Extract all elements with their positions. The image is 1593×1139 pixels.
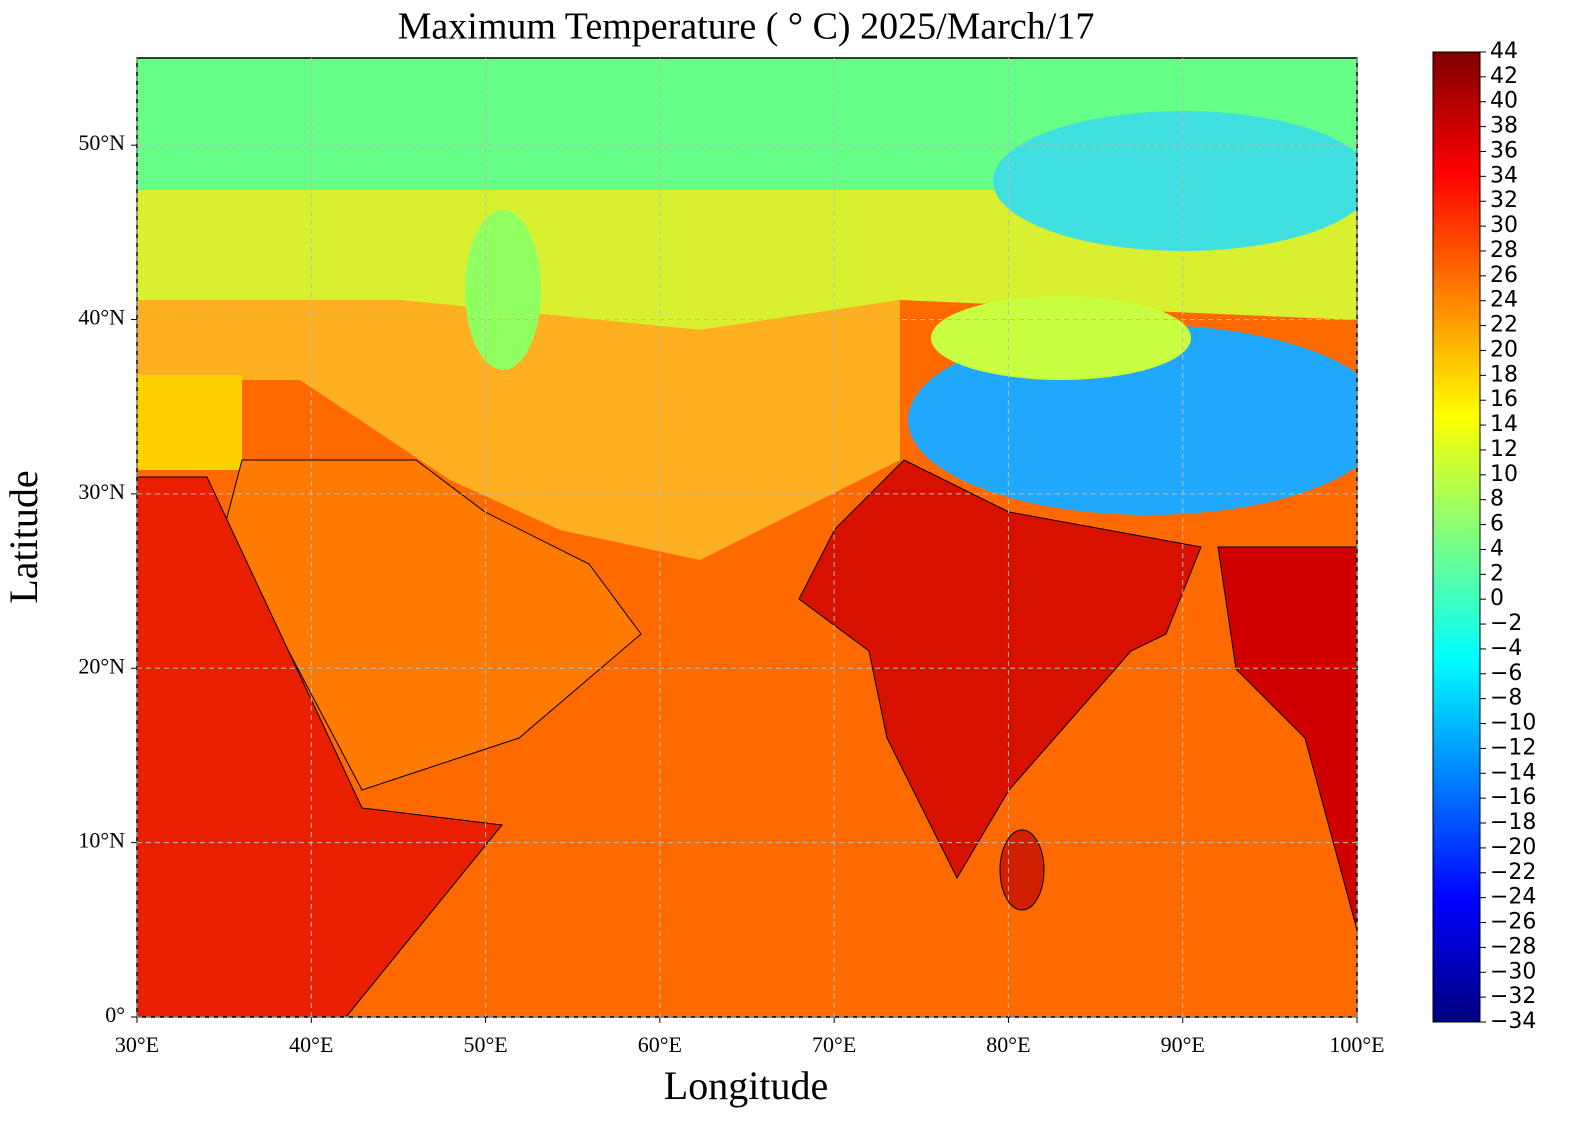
- colorbar-tick-label: 18: [1490, 362, 1518, 387]
- colorbar-tick-label: −24: [1490, 885, 1536, 910]
- colorbar-tick-label: 32: [1490, 188, 1518, 213]
- map: [137, 58, 1357, 1017]
- colorbar-tick-label: 28: [1490, 238, 1518, 263]
- colorbar-tick-label: −30: [1490, 959, 1536, 984]
- africa: [137, 476, 503, 1017]
- colorbar-tick-label: −18: [1490, 810, 1536, 835]
- y-tick-label: 40°N: [78, 305, 125, 330]
- colorbar-tick-label: 20: [1490, 337, 1518, 362]
- colorbar-tick-label: −8: [1490, 686, 1522, 711]
- sri-lanka: [999, 829, 1045, 911]
- colorbar-tick-label: −32: [1490, 984, 1536, 1009]
- colorbar-tick-label: −14: [1490, 760, 1536, 785]
- colorbar-tick-label: 10: [1490, 462, 1518, 487]
- x-tick-label: 40°E: [289, 1032, 333, 1057]
- colorbar-tick-label: −10: [1490, 711, 1536, 736]
- colorbar-tick-label: 4: [1490, 536, 1504, 561]
- colorbar-tick-label: 14: [1490, 412, 1518, 437]
- colorbar-tick-label: 42: [1490, 64, 1518, 89]
- colorbar-tick-label: 24: [1490, 288, 1518, 313]
- india: [798, 459, 1202, 880]
- y-tick-label: 10°N: [78, 828, 125, 853]
- x-tick-label: 90°E: [1161, 1032, 1205, 1057]
- mongolia: [993, 111, 1357, 251]
- colorbar-tick-label: 38: [1490, 114, 1518, 139]
- colorbar-tick-label: −20: [1490, 835, 1536, 860]
- colorbar-tick-label: 30: [1490, 213, 1518, 238]
- y-tick-label: 30°N: [78, 479, 125, 504]
- colorbar-tick-label: 8: [1490, 487, 1504, 512]
- colorbar-tick-label: −28: [1490, 934, 1536, 959]
- colorbar-tick-label: −26: [1490, 910, 1536, 935]
- colorbar-tick-label: 16: [1490, 387, 1518, 412]
- colorbar-tick-label: 26: [1490, 263, 1518, 288]
- colorbar-tick-label: 34: [1490, 163, 1518, 188]
- mediterranean: [137, 375, 242, 470]
- southeast-asia: [1217, 546, 1357, 931]
- colorbar-tick-label: 0: [1490, 586, 1504, 611]
- colorbar-tick-label: −12: [1490, 735, 1536, 760]
- y-tick-label: 50°N: [78, 130, 125, 155]
- colorbar-tick-label: −16: [1490, 785, 1536, 810]
- colorbar: [1432, 51, 1481, 1023]
- y-axis-label: Latitude: [1, 470, 46, 603]
- title: Maximum Temperature ( ° C) 2025/March/17: [398, 6, 1095, 48]
- colorbar-tick-label: 40: [1490, 89, 1518, 114]
- iran-plateau: [137, 300, 900, 560]
- arabia: [223, 459, 642, 791]
- colorbar-tick-label: 12: [1490, 437, 1518, 462]
- colorbar-tick-label: 22: [1490, 313, 1518, 338]
- colorbar-tick-label: 2: [1490, 561, 1504, 586]
- x-tick-label: 60°E: [638, 1032, 682, 1057]
- y-tick-label: 0°: [105, 1002, 125, 1027]
- colorbar-tick-label: 36: [1490, 138, 1518, 163]
- x-tick-label: 80°E: [986, 1032, 1030, 1057]
- caspian-sea: [465, 210, 541, 370]
- x-tick-label: 50°E: [463, 1032, 507, 1057]
- x-tick-label: 100°E: [1329, 1032, 1384, 1057]
- x-tick-label: 70°E: [812, 1032, 856, 1057]
- colorbar-tick-label: −4: [1490, 636, 1522, 661]
- colorbar-tick-label: −6: [1490, 661, 1522, 686]
- x-tick-label: 30°E: [115, 1032, 159, 1057]
- colorbar-tick-label: 6: [1490, 512, 1504, 537]
- y-tick-label: 20°N: [78, 653, 125, 678]
- colorbar-tick-label: −34: [1490, 1009, 1536, 1034]
- tarim-basin: [931, 296, 1191, 380]
- colorbar-tick-label: −22: [1490, 860, 1536, 885]
- colorbar-tick-label: 44: [1490, 39, 1518, 64]
- x-axis-label: Longitude: [664, 1063, 828, 1108]
- colorbar-tick-label: −2: [1490, 611, 1522, 636]
